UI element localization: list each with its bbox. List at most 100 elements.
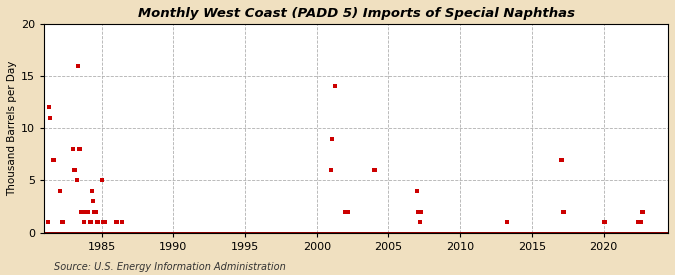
Point [242,230,253,235]
Point [325,230,335,235]
Point [252,230,263,235]
Point [446,230,456,235]
Point [174,230,185,235]
Point [590,230,601,235]
Point [638,210,649,214]
Point [296,230,306,235]
Point [455,230,466,235]
Point [244,230,255,235]
Point [252,230,263,235]
Point [395,230,406,235]
Point [382,230,393,235]
Point [518,230,529,235]
Point [49,157,59,162]
Point [504,230,514,235]
Point [151,230,162,235]
Point [292,230,303,235]
Point [86,230,97,235]
Point [492,230,503,235]
Point [585,230,596,235]
Point [278,230,289,235]
Point [653,230,664,235]
Point [175,230,186,235]
Point [69,168,80,172]
Point [64,230,75,235]
Point [105,230,115,235]
Point [97,178,107,183]
Point [559,230,570,235]
Point [581,230,592,235]
Point [360,230,371,235]
Point [356,230,367,235]
Point [294,230,304,235]
Point [53,230,64,235]
Point [279,230,290,235]
Point [369,230,379,235]
Point [591,230,601,235]
Point [202,230,213,235]
Point [429,230,439,235]
Point [229,230,240,235]
Point [138,230,149,235]
Point [630,230,641,235]
Point [74,147,84,151]
Point [487,230,497,235]
Point [573,230,584,235]
Point [230,230,241,235]
Point [75,147,86,151]
Point [389,230,400,235]
Point [634,230,645,235]
Point [543,230,554,235]
Point [474,230,485,235]
Point [652,230,663,235]
Point [528,230,539,235]
Point [662,230,672,235]
Point [164,230,175,235]
Point [319,230,329,235]
Point [273,230,284,235]
Point [429,230,440,235]
Point [269,230,280,235]
Point [192,230,202,235]
Point [658,230,669,235]
Point [533,230,543,235]
Point [601,230,612,235]
Point [556,230,567,235]
Point [340,230,351,235]
Point [82,210,92,214]
Point [377,230,388,235]
Point [111,230,122,235]
Point [148,230,159,235]
Point [568,230,579,235]
Point [534,230,545,235]
Point [595,230,605,235]
Point [643,230,653,235]
Point [182,230,193,235]
Point [468,230,479,235]
Point [145,230,156,235]
Point [225,230,236,235]
Point [457,230,468,235]
Point [612,230,623,235]
Point [39,230,50,235]
Point [47,157,58,162]
Point [506,230,517,235]
Point [446,230,457,235]
Point [243,230,254,235]
Point [412,189,423,193]
Point [246,230,256,235]
Point [584,230,595,235]
Point [77,230,88,235]
Point [427,230,438,235]
Point [193,230,204,235]
Point [315,230,326,235]
Point [55,230,65,235]
Point [100,220,111,224]
Point [340,210,351,214]
Point [439,230,450,235]
Point [92,230,103,235]
Point [551,230,562,235]
Point [637,230,647,235]
Point [60,230,71,235]
Point [241,230,252,235]
